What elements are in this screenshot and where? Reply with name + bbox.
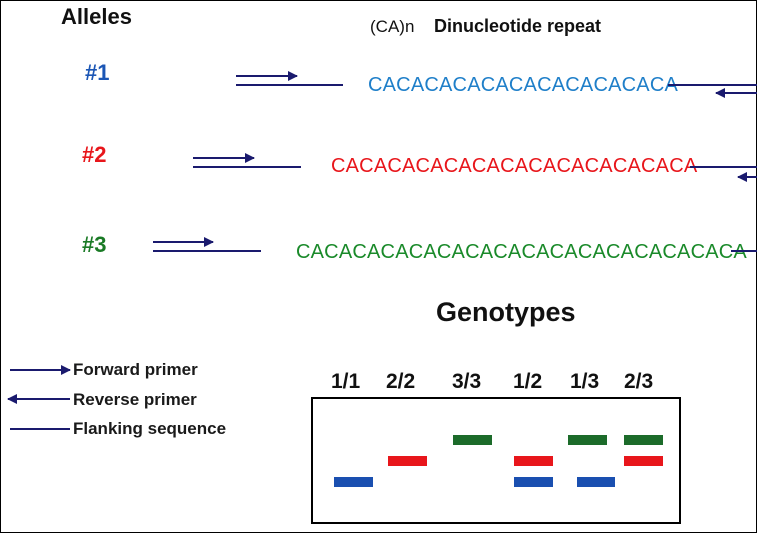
genotype-label-2-2: 2/2	[386, 370, 415, 394]
band-2-3-allele2	[624, 456, 663, 466]
genotype-label-3-3: 3/3	[452, 370, 481, 394]
genotype-label-2-3: 2/3	[624, 370, 653, 394]
band-1-2-allele1	[514, 477, 553, 487]
genotype-label-1-1: 1/1	[331, 370, 360, 394]
genotypes-title: Genotypes	[436, 297, 576, 328]
legend-forward-label: Forward primer	[73, 360, 198, 380]
band-3-3	[453, 435, 492, 445]
legend-reverse-label: Reverse primer	[73, 390, 197, 410]
band-1-1	[334, 477, 373, 487]
band-2-3-allele3	[624, 435, 663, 445]
legend-flanking-label: Flanking sequence	[73, 419, 226, 439]
genotype-label-1-3: 1/3	[570, 370, 599, 394]
band-1-2-allele2	[514, 456, 553, 466]
band-2-2	[388, 456, 427, 466]
band-1-3-allele3	[568, 435, 607, 445]
band-1-3-allele1	[577, 477, 615, 487]
genotype-label-1-2: 1/2	[513, 370, 542, 394]
